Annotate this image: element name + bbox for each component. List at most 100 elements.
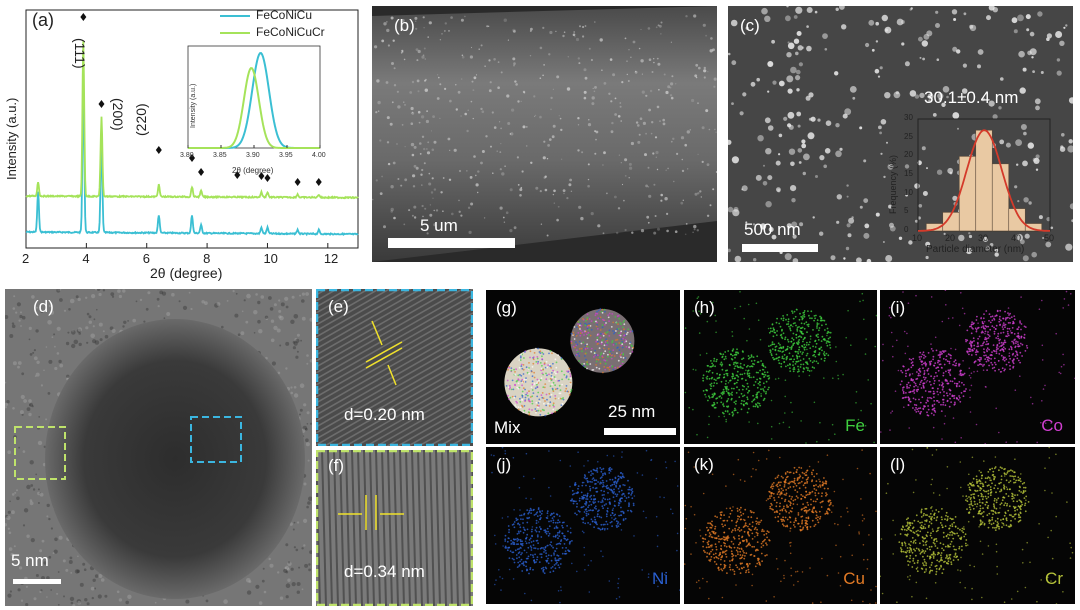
peak-marker [189, 154, 195, 162]
spacing-label-e: d=0.20 nm [344, 405, 425, 424]
inset-ylabel: Intensity (a.u.) [190, 83, 197, 128]
eds-texture-cr [880, 447, 1075, 604]
scalebar-label-d: 5 nm [11, 551, 49, 570]
hist-ytick-label: 30 [904, 113, 913, 122]
inset-frame [187, 45, 321, 149]
hist-xtick-label: 30 [978, 233, 989, 243]
xrd-xtick-label: 8 [203, 251, 211, 266]
hist-ytick-label: 25 [904, 131, 913, 141]
sem-fiber-image: (b) 5 um [372, 6, 717, 262]
xrd-xtick-label: 6 [142, 251, 150, 266]
inset-xtick-label: 3.90 [246, 152, 260, 159]
sem-particle-image: (c) 500 nm 30.1±0.4 nm Particle diameter… [728, 6, 1073, 262]
hrtem-image-e: (e) d=0.20 nm [316, 289, 473, 446]
frame-e [316, 289, 473, 446]
box-e-region [190, 416, 242, 463]
series-line-feconicucr [25, 40, 359, 200]
panel-label-k: (k) [694, 455, 714, 474]
eds-texture-mix [486, 290, 680, 444]
eds-texture-ni [486, 447, 680, 604]
eds-map-ni: (j) Ni [486, 447, 680, 604]
hrtem-texture-e [316, 289, 473, 446]
element-label-co: Co [1041, 416, 1063, 435]
xrd-xtick-label: 12 [323, 251, 339, 266]
inset-line-feconicucr [188, 67, 320, 149]
peak-marker [80, 13, 87, 21]
scale-bar-d [13, 579, 61, 584]
xrd-xlabel: 2θ (degree) [150, 265, 223, 281]
panel-label-d: (d) [33, 297, 54, 316]
eds-map-fe: (h) Fe [684, 290, 877, 444]
hist-xtick-label: 20 [945, 233, 956, 243]
sem-fiber-texture [372, 6, 717, 262]
sem-particle-texture [728, 6, 1073, 262]
inset-xtick-label: 3.80 [180, 152, 194, 159]
peak-marker [264, 174, 271, 182]
peak-marker [198, 168, 205, 176]
scalebar-label-c: 500 nm [744, 220, 801, 239]
peak-marker [234, 171, 241, 179]
element-label-cu: Cu [843, 569, 865, 588]
tem-image-d: (d) 5 nm [5, 289, 312, 606]
hist-bar [1024, 223, 1043, 232]
xrd-xtick-label: 4 [82, 251, 90, 266]
peak-label-220: (220) [133, 103, 149, 136]
xrd-svg [25, 9, 359, 249]
peak-marker [294, 178, 301, 186]
legend-label-feconicu: FeCoNiCu [256, 8, 313, 22]
hist-ytick-label: 0 [904, 225, 909, 234]
hist-ytick-label: 5 [904, 206, 909, 216]
panel-label-h: (h) [694, 298, 715, 317]
eds-map-co: (i) Co [880, 290, 1075, 444]
eds-texture-fe [684, 290, 877, 444]
inset-xtick-label: 3.95 [279, 152, 293, 159]
hist-xtick-label: 40 [1011, 233, 1022, 243]
panel-label-f: (f) [328, 456, 345, 475]
eds-map-mix: (g) Mix 25 nm [486, 290, 680, 444]
hist-xlabel: Particle diameter (nm) [926, 244, 1025, 255]
eds-map-cu: (k) Cu [684, 447, 877, 604]
peak-marker [258, 172, 265, 180]
arrow-e-bottom [387, 364, 397, 386]
scale-bar-c [742, 244, 818, 252]
element-label-fe: Fe [845, 416, 865, 435]
hrtem-image-f: (f) d=0.34 nm [316, 450, 473, 606]
xrd-chart: (a) FeCoNiCu FeCoNiCuCr (111) (200) (220… [0, 0, 365, 285]
xrd-axis-frame [25, 9, 359, 249]
box-f-region [14, 426, 66, 480]
legend-label-feconicucr: FeCoNiCuCr [256, 25, 325, 39]
hist-ytick-label: 20 [904, 150, 913, 160]
panel-label-c: (c) [740, 16, 760, 35]
hist-ytick-label: 15 [904, 169, 913, 178]
hist-bar [1008, 208, 1026, 232]
scalebar-label-g: 25 nm [608, 402, 656, 421]
hist-bar [991, 163, 1010, 232]
hrtem-texture-f [316, 450, 473, 606]
panel-label-l: (l) [890, 455, 906, 474]
panel-label-b: (b) [394, 16, 415, 35]
panel-label-a: (a) [32, 10, 54, 30]
series-line-feconicu [25, 82, 359, 237]
frame-f [316, 450, 473, 606]
eds-map-cr: (l) Cr [880, 447, 1075, 604]
inset-xtick-label: 3.85 [213, 152, 227, 159]
peak-marker [155, 146, 162, 154]
hist-ytick-label: 10 [904, 187, 913, 197]
xrd-ylabel: Intensity (a.u.) [4, 97, 19, 180]
xrd-xtick-label: 2 [22, 251, 30, 266]
scalebar-label-b: 5 um [420, 216, 458, 235]
element-label-mix: Mix [494, 418, 521, 437]
particle-size-label: 30.1±0.4 nm [924, 88, 1019, 107]
peak-label-200: (200) [110, 98, 126, 131]
hist-xtick-label: 10 [912, 233, 923, 243]
panel-label-i: (i) [890, 298, 906, 317]
eds-texture-cu [684, 447, 877, 604]
panel-label-j: (j) [496, 455, 512, 474]
xrd-xtick-label: 10 [263, 251, 278, 266]
tem-texture-d [5, 289, 312, 606]
inset-xlabel: 2θ (degree) [232, 166, 274, 175]
spacing-label-f: d=0.34 nm [344, 562, 425, 581]
panel-label-g: (g) [496, 298, 517, 317]
peak-label-111: (111) [72, 38, 88, 69]
inset-xtick-label: 4.00 [312, 152, 326, 159]
